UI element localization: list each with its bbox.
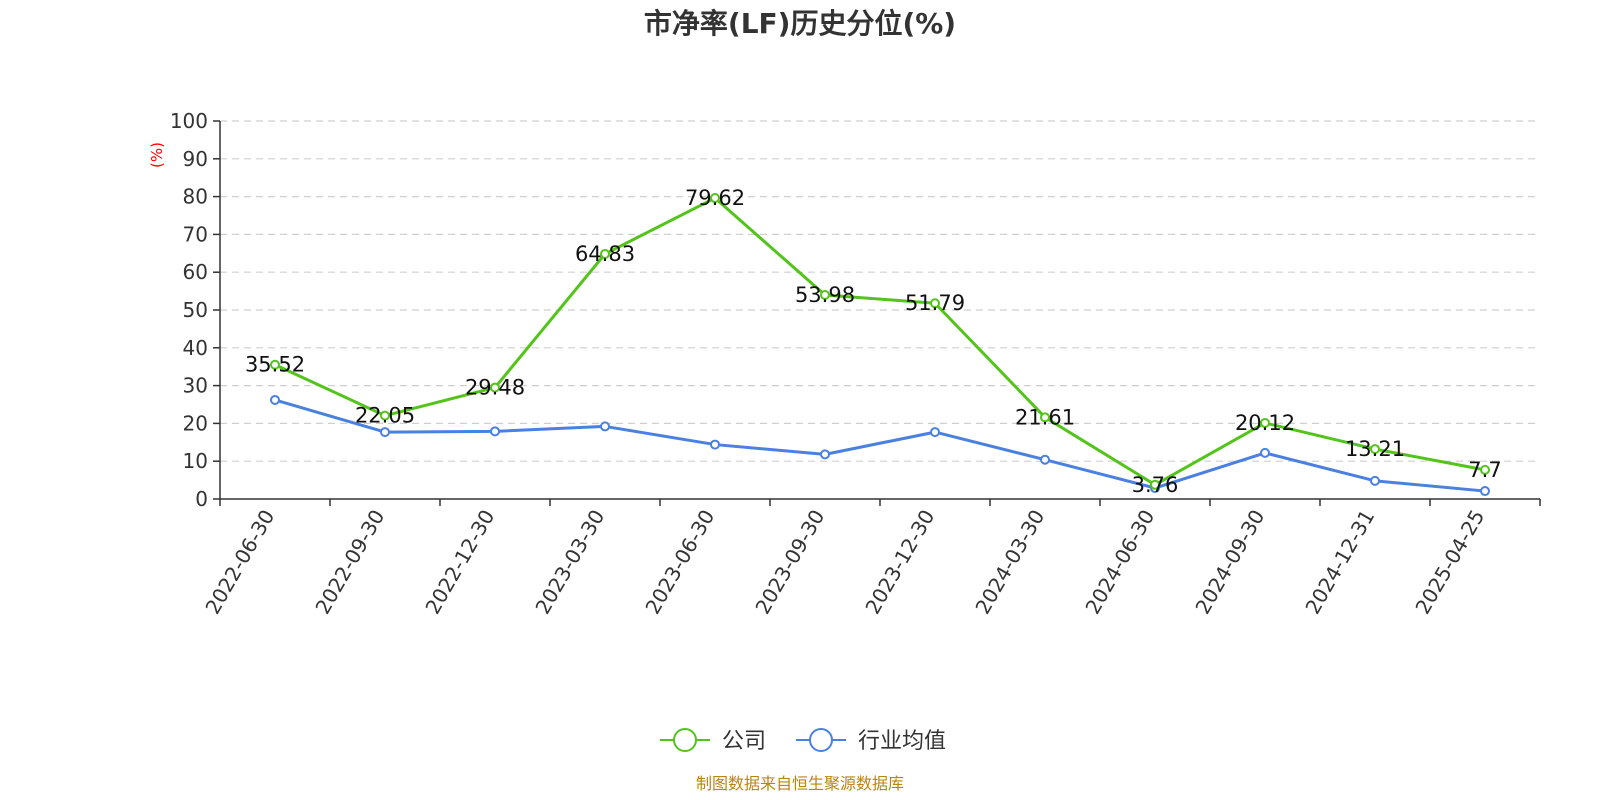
data-point[interactable] <box>380 410 390 421</box>
data-point[interactable] <box>820 449 830 460</box>
y-tick-label: 10 <box>183 449 208 473</box>
x-tick-label: 2024-03-30 <box>970 506 1049 619</box>
data-point[interactable] <box>1260 447 1270 458</box>
y-tick-label: 80 <box>183 185 208 209</box>
legend-item-0[interactable]: 公司 <box>660 728 766 754</box>
x-tick-label: 2022-09-30 <box>310 506 389 619</box>
data-label: 20.12 <box>1235 411 1295 435</box>
y-tick-label: 40 <box>183 336 208 360</box>
x-tick-label: 2022-06-30 <box>200 506 279 619</box>
y-tick-label: 90 <box>183 147 208 171</box>
data-point[interactable] <box>600 421 610 432</box>
legend-circle-icon <box>809 728 833 752</box>
y-tick-label: 70 <box>183 222 208 246</box>
y-tick-label: 50 <box>183 298 208 322</box>
data-label: 51.79 <box>905 291 965 315</box>
data-point[interactable] <box>1260 417 1270 428</box>
data-label: 64.83 <box>575 242 635 266</box>
x-tick-label: 2022-12-30 <box>420 506 499 619</box>
series-layer <box>270 193 1490 497</box>
legend[interactable]: 公司 行业均值 <box>660 728 946 754</box>
series-line-0 <box>274 196 1486 487</box>
legend-label: 行业均值 <box>858 729 946 754</box>
y-tick-label: 0 <box>195 487 208 511</box>
y-tick-label: 100 <box>170 109 208 133</box>
data-label: 13.21 <box>1345 437 1405 461</box>
legend-label: 公司 <box>722 729 766 754</box>
axes: 0 10 20 30 40 50 60 70 80 90 100 2022-06-30 2022-09-… <box>170 109 1541 619</box>
data-label: 21.61 <box>1015 405 1075 429</box>
data-point[interactable] <box>1370 475 1380 486</box>
data-point[interactable] <box>1040 412 1050 423</box>
data-point[interactable] <box>1040 454 1050 465</box>
data-point[interactable] <box>820 289 830 300</box>
data-point[interactable] <box>710 193 720 204</box>
x-tick-label: 2024-09-30 <box>1190 506 1269 619</box>
x-tick-label: 2024-06-30 <box>1080 506 1159 619</box>
data-point[interactable] <box>1370 444 1380 455</box>
data-point[interactable] <box>1480 486 1490 497</box>
data-point[interactable] <box>380 427 390 438</box>
data-labels: 35.52 22.05 29.48 64.83 79.62 53.98 51.79 21.61… <box>245 186 1502 497</box>
data-label: 3.76 <box>1132 473 1179 497</box>
y-tick-label: 60 <box>183 260 208 284</box>
y-axis-label: (%) <box>148 142 166 168</box>
data-point[interactable] <box>930 298 940 309</box>
data-point[interactable] <box>710 439 720 450</box>
y-tick-label: 30 <box>183 374 208 398</box>
x-tick-label: 2025-04-25 <box>1410 506 1489 619</box>
grid-lines <box>220 120 1540 462</box>
data-label: 7.7 <box>1468 458 1501 482</box>
legend-item-1[interactable]: 行业均值 <box>796 728 946 754</box>
x-tick-label: 2024-12-31 <box>1300 506 1379 619</box>
data-label: 22.05 <box>355 404 415 428</box>
data-point[interactable] <box>270 359 280 370</box>
x-tick-label: 2023-03-30 <box>530 506 609 619</box>
data-point[interactable] <box>1480 464 1490 475</box>
data-point[interactable] <box>930 427 940 438</box>
data-point[interactable] <box>600 248 610 259</box>
x-tick-label: 2023-09-30 <box>750 506 829 619</box>
data-label: 29.48 <box>465 376 525 400</box>
x-tick-label: 2023-06-30 <box>640 506 719 619</box>
x-tick-label: 2023-12-30 <box>860 506 939 619</box>
series-line-1 <box>274 398 1486 493</box>
legend-circle-icon <box>673 728 697 752</box>
data-label: 79.62 <box>685 186 745 210</box>
data-point[interactable] <box>1150 479 1160 490</box>
data-point[interactable] <box>270 394 280 405</box>
chart-title: 市净率(LF)历史分位(%) <box>644 7 956 40</box>
y-tick-label: 20 <box>183 411 208 435</box>
data-point[interactable] <box>490 426 500 437</box>
data-label: 53.98 <box>795 283 855 307</box>
data-source-note: 制图数据来自恒生聚源数据库 <box>696 774 904 793</box>
data-point[interactable] <box>490 382 500 393</box>
data-label: 35.52 <box>245 353 305 377</box>
